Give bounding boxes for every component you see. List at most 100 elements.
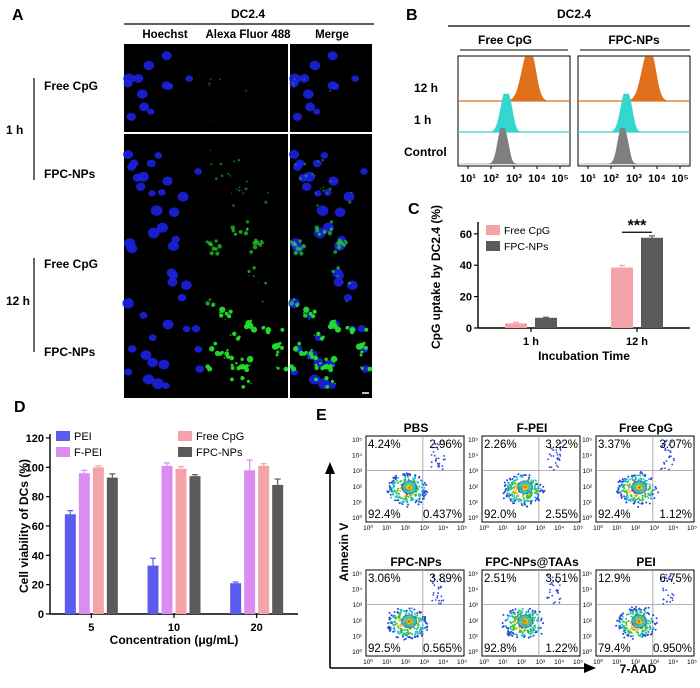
bar-pei-2: [147, 565, 159, 614]
column-hoechst: Hoechst: [142, 29, 188, 41]
scatter-ytick-5: 10⁵: [352, 571, 362, 578]
histogram-peak-3: [458, 127, 570, 165]
scatter-title: F-PEI: [517, 421, 548, 435]
scatter-ytick-3: 10³: [583, 468, 593, 475]
scatter-xtick-1: 10¹: [498, 525, 508, 532]
histogram-tick-1: 10¹: [580, 173, 596, 185]
scatter-xtick-5: 10⁵: [573, 525, 583, 532]
panel-a: A DC2.4 Hoechst Alexa Fluor 488 Merge 1 …: [6, 7, 374, 398]
y-tick-80: 80: [32, 492, 44, 504]
scatter-xtick-4: 10⁴: [668, 525, 678, 532]
scatter-xtick-2: 10²: [401, 525, 411, 532]
scatter-title: PBS: [404, 421, 429, 435]
time-label-12h: 12 h: [6, 294, 30, 308]
histogram-box-1: 10¹ 10² 10³ 10⁴ 10⁵: [457, 55, 571, 185]
scatter-ytick-4: 10⁴: [468, 453, 478, 460]
micro-image-r1-c3: [289, 44, 372, 132]
scatter-xtick-1: 10¹: [382, 525, 392, 532]
scatter-ytick-0: 10⁰: [352, 514, 362, 522]
quadrant-upper-left: 3.06%: [368, 573, 401, 585]
micro-image-r3-c1: [122, 222, 206, 310]
quadrant-upper-left: 2.51%: [484, 573, 517, 585]
scatter-xtick-1: 10¹: [498, 659, 508, 666]
y-tick-20: 20: [32, 580, 44, 592]
time-label-1h: 1 h: [6, 123, 23, 137]
micro-image-r1-c1: [123, 44, 206, 132]
bar-f-pei-3: [244, 470, 256, 614]
scatter-xtick-3: 10³: [536, 659, 546, 666]
micro-image-r4-c2: [205, 306, 289, 398]
x-axis-label: Incubation Time: [538, 349, 630, 363]
bar-f-pei-1: [78, 473, 90, 614]
panel-b: B DC2.4 Free CpG FPC-NPs 12 h 1 h Contro…: [404, 7, 691, 185]
flow-group-fpc-nps: FPC-NPs: [608, 33, 660, 47]
micro-image-r3-c3: [288, 220, 372, 310]
y-tick-40: 40: [32, 550, 44, 562]
panel-b-label: B: [406, 7, 418, 24]
histogram-peak-2: [458, 93, 570, 133]
scatter-xtick-1: 10¹: [612, 525, 622, 532]
scatter-ytick-3: 10³: [469, 468, 479, 475]
scatter-xtick-3: 10³: [420, 525, 430, 532]
scatter-xtick-2: 10²: [517, 525, 527, 532]
y-axis-label: CpG uptake by DC2.4 (%): [429, 205, 443, 349]
scatter-ytick-1: 10¹: [353, 633, 363, 640]
x-tick-10: 10: [168, 622, 180, 634]
panel-a-label: A: [12, 7, 24, 24]
column-alexa-fluor: Alexa Fluor 488: [205, 29, 291, 41]
viability-chart: 0 20 40 60 80 100 120 5 10 20 Concentration (μg/mL…: [17, 431, 298, 647]
histogram-tick-3: 10³: [506, 173, 522, 185]
histogram-peak-3: [578, 127, 690, 165]
scatter-xtick-5: 10⁵: [573, 659, 583, 666]
scatter-ytick-0: 10⁰: [468, 514, 478, 522]
legend-label-4: FPC-NPs: [196, 447, 243, 459]
scatter-ytick-2: 10²: [583, 618, 593, 625]
scatter-xtick-2: 10²: [631, 659, 641, 666]
quadrant-upper-left: 12.9%: [598, 573, 631, 585]
scatter-ytick-3: 10³: [583, 602, 593, 609]
panel-d-label: D: [14, 399, 26, 416]
scatter-xtick-1: 10¹: [382, 659, 392, 666]
micro-image-r2-c2: [206, 134, 288, 222]
scatter-xtick-1: 10¹: [612, 659, 622, 666]
bar-free-cpg-1: [505, 323, 527, 328]
histogram-tick-2: 10²: [483, 173, 499, 185]
scatter-xtick-2: 10²: [401, 659, 411, 666]
panel-a-title: DC2.4: [231, 7, 265, 21]
scatter-ytick-3: 10³: [353, 602, 363, 609]
histogram-tick-1: 10¹: [460, 173, 476, 185]
scatter-xtick-0: 10⁰: [479, 524, 489, 532]
scatter-title: PEI: [636, 555, 655, 569]
scatter-xtick-4: 10⁴: [438, 659, 448, 666]
scatter-ytick-1: 10¹: [583, 499, 593, 506]
scatter-ytick-5: 10⁵: [352, 437, 362, 444]
x-tick-20: 20: [251, 622, 263, 634]
scatter-xtick-3: 10³: [420, 659, 430, 666]
quadrant-lower-left: 92.8%: [484, 643, 517, 655]
legend-label-2: F-PEI: [74, 447, 102, 459]
scatter-xtick-0: 10⁰: [363, 524, 373, 532]
scatter-ytick-0: 10⁰: [582, 648, 592, 656]
bar-fpc-nps-1: [535, 317, 557, 328]
histogram-tick-3: 10³: [626, 173, 642, 185]
quadrant-lower-left: 92.4%: [368, 509, 401, 521]
quadrant-lower-right: 0.950%: [653, 643, 692, 655]
row-label-fpc-nps-1h: FPC-NPs: [44, 167, 96, 181]
micro-image-r4-c1: [124, 310, 206, 398]
bar-free-cpg-2: [611, 267, 633, 328]
histogram-tick-5: 10⁵: [551, 173, 568, 185]
y-tick-0: 0: [38, 609, 44, 621]
y-tick-0: 0: [466, 323, 472, 335]
y-tick-20: 20: [460, 292, 472, 304]
scatter-ytick-4: 10⁴: [468, 587, 478, 594]
bar-fpc-nps-2: [189, 476, 201, 614]
scatter-title: FPC-NPs@TAAs: [485, 555, 579, 569]
annexin-axis-label: Annexin V: [337, 523, 351, 582]
histogram-tick-5: 10⁵: [671, 173, 688, 185]
scatter-ytick-2: 10²: [353, 618, 363, 625]
